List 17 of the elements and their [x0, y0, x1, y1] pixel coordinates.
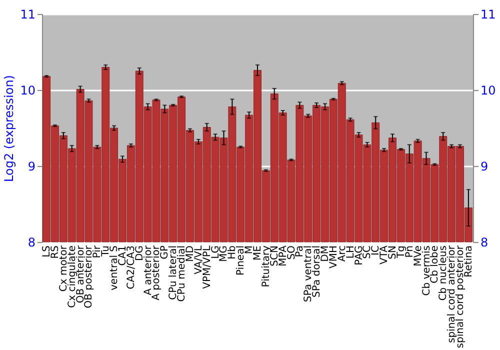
x-tick-label: ME: [252, 246, 264, 260]
x-tick-label: OB posterior: [84, 244, 95, 308]
x-tick-label: MVe: [412, 246, 424, 266]
x-tick-label: Pituitary: [260, 245, 272, 288]
y2-tick-label: 8: [480, 236, 488, 250]
y2-tick-label: 9: [480, 160, 488, 174]
y2-tick-label: 11: [480, 8, 496, 22]
y-tick-label: 10: [20, 84, 36, 98]
x-tick-label: A posterior: [151, 244, 162, 300]
x-tick-label: RS: [50, 246, 61, 259]
y-axis-title: Log2 (expression): [2, 75, 16, 182]
y-tick-label: 8: [28, 236, 36, 250]
x-tick-label: Tg: [396, 246, 407, 259]
x-tick-label: DG: [134, 246, 146, 261]
y2-tick-label: 10: [480, 84, 496, 98]
y-tick-label: 11: [20, 8, 36, 22]
y-tick-label: 9: [28, 160, 36, 174]
